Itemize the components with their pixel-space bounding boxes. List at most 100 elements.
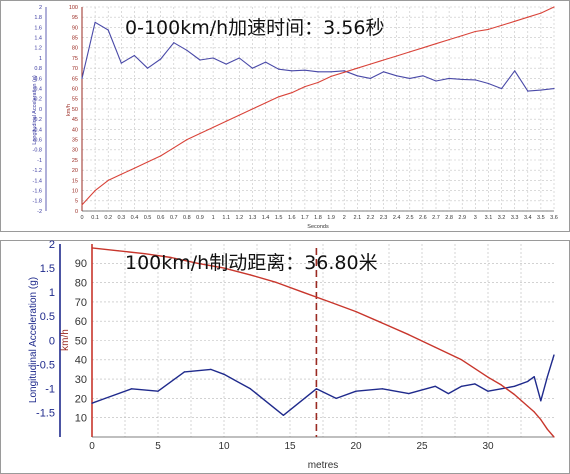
y-left-tick-label: -1.8 xyxy=(33,199,42,205)
data-point xyxy=(107,29,109,31)
data-point xyxy=(527,90,529,92)
chart-2: 0 5 10 15 20 25 30 2 1.5 1 0.5 0 -0.5 -1 -1.5 90 80 70 60 5… xyxy=(0,239,570,474)
data-point xyxy=(461,385,463,387)
data-point xyxy=(212,57,214,59)
y-left-tick-label: -1 xyxy=(45,384,55,396)
data-point xyxy=(355,390,357,392)
data-point xyxy=(120,173,122,175)
data-point xyxy=(317,81,319,84)
data-point xyxy=(513,393,516,396)
data-point xyxy=(212,126,214,128)
chart-1: 0 0.1 0.2 0.3 0.4 0.5 0.6 0.7 0.8 0.9 1 1.1 1.2 1.3 1.… xyxy=(0,0,570,232)
data-point xyxy=(157,390,159,392)
x-tick-label: 3.2 xyxy=(498,215,506,221)
data-point xyxy=(91,247,93,249)
data-point xyxy=(223,373,225,375)
y-right-tick-label: 5 xyxy=(75,199,78,205)
y-right-tick-label: 50 xyxy=(75,335,87,347)
acceleration-points xyxy=(81,21,555,92)
x-tick-label: 0.1 xyxy=(91,215,99,221)
x-tick-label: 2.5 xyxy=(406,215,414,221)
y-right-tick-label: 20 xyxy=(72,168,78,174)
data-point xyxy=(173,147,175,149)
x-tick-label: 3 xyxy=(474,215,477,221)
gridlines xyxy=(91,244,554,437)
data-point xyxy=(396,75,398,77)
y-left-tick-label: -0.2 xyxy=(33,117,42,123)
x-tick-label: 2.8 xyxy=(445,215,453,221)
x-tick-label: 0.4 xyxy=(131,215,139,221)
x-tick-label: 2.9 xyxy=(458,215,466,221)
data-point xyxy=(144,253,146,255)
y-left-tick-label: 2 xyxy=(39,5,42,11)
y-right-tick-label: 40 xyxy=(75,355,87,367)
data-point xyxy=(199,59,201,61)
data-point xyxy=(527,405,529,407)
y-left-tick-label: -1.2 xyxy=(33,168,42,174)
x-tick-label: 1.1 xyxy=(222,215,230,221)
data-point xyxy=(291,92,293,94)
y-right-tick-label: 10 xyxy=(72,189,78,195)
acceleration-series-line xyxy=(91,354,555,416)
y-right-tick-label: 40 xyxy=(72,127,78,133)
y-left-tick-label: -0.8 xyxy=(33,148,42,154)
data-point xyxy=(249,388,251,390)
x-tick-label: 0.3 xyxy=(118,215,126,221)
data-point xyxy=(487,28,489,30)
data-point xyxy=(186,139,188,141)
y-right-tick-label: 45 xyxy=(72,117,78,123)
y-right-tick-label: 35 xyxy=(72,138,78,144)
x-tick-label: 3.3 xyxy=(511,215,519,221)
data-point xyxy=(553,6,555,8)
x-tick-label: 1.4 xyxy=(262,215,270,221)
data-point xyxy=(223,267,225,269)
data-point xyxy=(447,393,449,395)
data-point xyxy=(435,43,437,45)
x-tick-label: 0 xyxy=(80,215,83,221)
y-right-tick-label: 15 xyxy=(72,178,78,184)
x-tick-label: 1 xyxy=(212,215,215,221)
data-point xyxy=(107,179,109,181)
x-tick-label: 0.5 xyxy=(144,215,152,221)
y-left-tick-label: 1.8 xyxy=(34,15,42,21)
data-point xyxy=(343,71,345,73)
data-point xyxy=(422,75,424,77)
y-left-tick-label: 0 xyxy=(39,107,42,113)
data-point xyxy=(448,77,450,79)
data-point xyxy=(474,30,476,33)
acceleration-points xyxy=(91,354,555,416)
data-point xyxy=(278,96,280,98)
x-tick-label: 0.9 xyxy=(196,215,204,221)
data-point xyxy=(474,383,476,385)
data-point xyxy=(501,24,503,26)
x-tick-label: 3.6 xyxy=(550,215,558,221)
data-point xyxy=(91,402,93,404)
y-right-tick-label: 85 xyxy=(72,36,78,42)
y-left-tick-label: -1.6 xyxy=(33,189,42,195)
data-point xyxy=(183,371,185,373)
x-tick-label: 2.7 xyxy=(432,215,440,221)
data-point xyxy=(409,51,411,53)
data-point xyxy=(238,57,240,59)
y-right-tick-label: 30 xyxy=(75,374,87,386)
y-left-tick-label: 1.5 xyxy=(40,263,55,275)
data-point xyxy=(278,68,280,70)
y-right-tick-label: 65 xyxy=(72,76,78,82)
x-tick-label: 0 xyxy=(89,441,95,452)
data-point xyxy=(356,75,358,77)
data-point xyxy=(335,397,337,399)
y-right-tick-label: 70 xyxy=(72,66,78,72)
data-point xyxy=(487,390,489,392)
data-point xyxy=(147,161,149,163)
x-tick-label: 1.5 xyxy=(275,215,283,221)
data-point xyxy=(225,63,227,65)
data-point xyxy=(501,88,503,90)
data-point xyxy=(343,70,345,72)
data-point xyxy=(527,16,529,18)
data-point xyxy=(133,167,135,169)
speed-points xyxy=(91,247,555,438)
data-point xyxy=(540,419,542,421)
data-point xyxy=(448,39,450,41)
data-point xyxy=(317,71,319,73)
y-right-tick-label: 100 xyxy=(69,5,78,11)
